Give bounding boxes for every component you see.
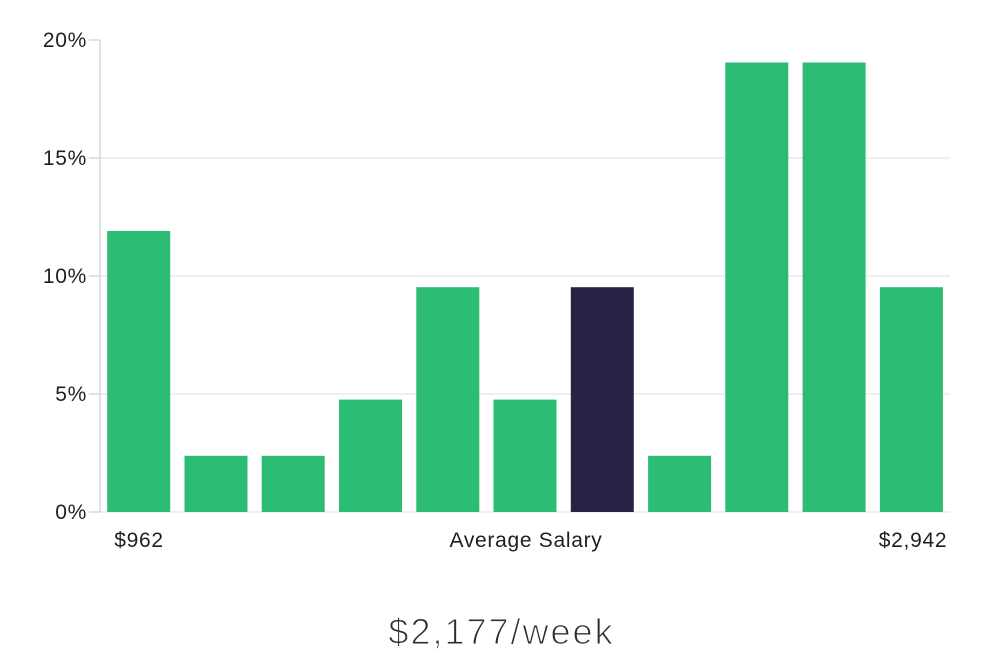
svg-text:20%: 20% [43,29,87,52]
svg-text:10%: 10% [43,265,87,288]
svg-text:$2,942: $2,942 [879,529,947,552]
svg-text:$2,177/week: $2,177/week [388,611,614,652]
svg-text:Average Salary: Average Salary [450,529,603,552]
svg-text:0%: 0% [55,501,87,524]
svg-text:15%: 15% [43,147,87,170]
svg-text:$962: $962 [114,529,164,552]
svg-text:5%: 5% [55,383,87,406]
